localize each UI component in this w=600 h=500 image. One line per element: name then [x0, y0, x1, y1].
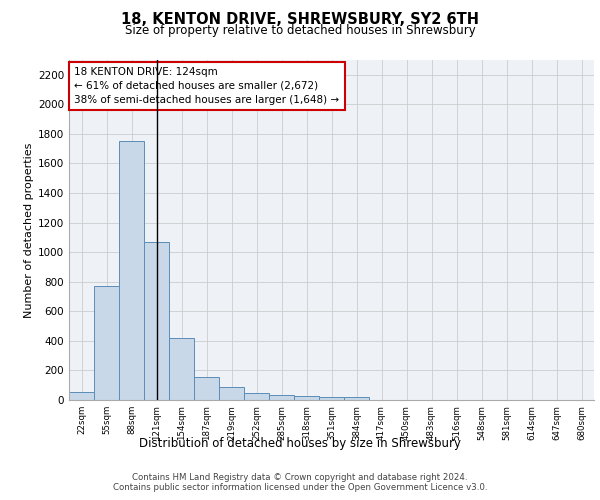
Bar [69, 392, 94, 400]
Text: Size of property relative to detached houses in Shrewsbury: Size of property relative to detached ho… [125, 24, 475, 37]
Text: Contains HM Land Registry data © Crown copyright and database right 2024.
Contai: Contains HM Land Registry data © Crown c… [113, 472, 487, 492]
Bar [94, 286, 119, 400]
Text: 18 KENTON DRIVE: 124sqm
← 61% of detached houses are smaller (2,672)
38% of semi: 18 KENTON DRIVE: 124sqm ← 61% of detache… [74, 67, 340, 105]
Text: Distribution of detached houses by size in Shrewsbury: Distribution of detached houses by size … [139, 438, 461, 450]
Bar [269, 395, 294, 400]
Bar [169, 338, 194, 400]
Bar [144, 242, 169, 400]
Bar [319, 397, 344, 400]
Bar [344, 397, 369, 400]
Y-axis label: Number of detached properties: Number of detached properties [24, 142, 34, 318]
Text: 18, KENTON DRIVE, SHREWSBURY, SY2 6TH: 18, KENTON DRIVE, SHREWSBURY, SY2 6TH [121, 12, 479, 28]
Bar [219, 388, 244, 400]
Bar [244, 394, 269, 400]
Bar [119, 142, 144, 400]
Bar [294, 396, 319, 400]
Bar [194, 377, 219, 400]
